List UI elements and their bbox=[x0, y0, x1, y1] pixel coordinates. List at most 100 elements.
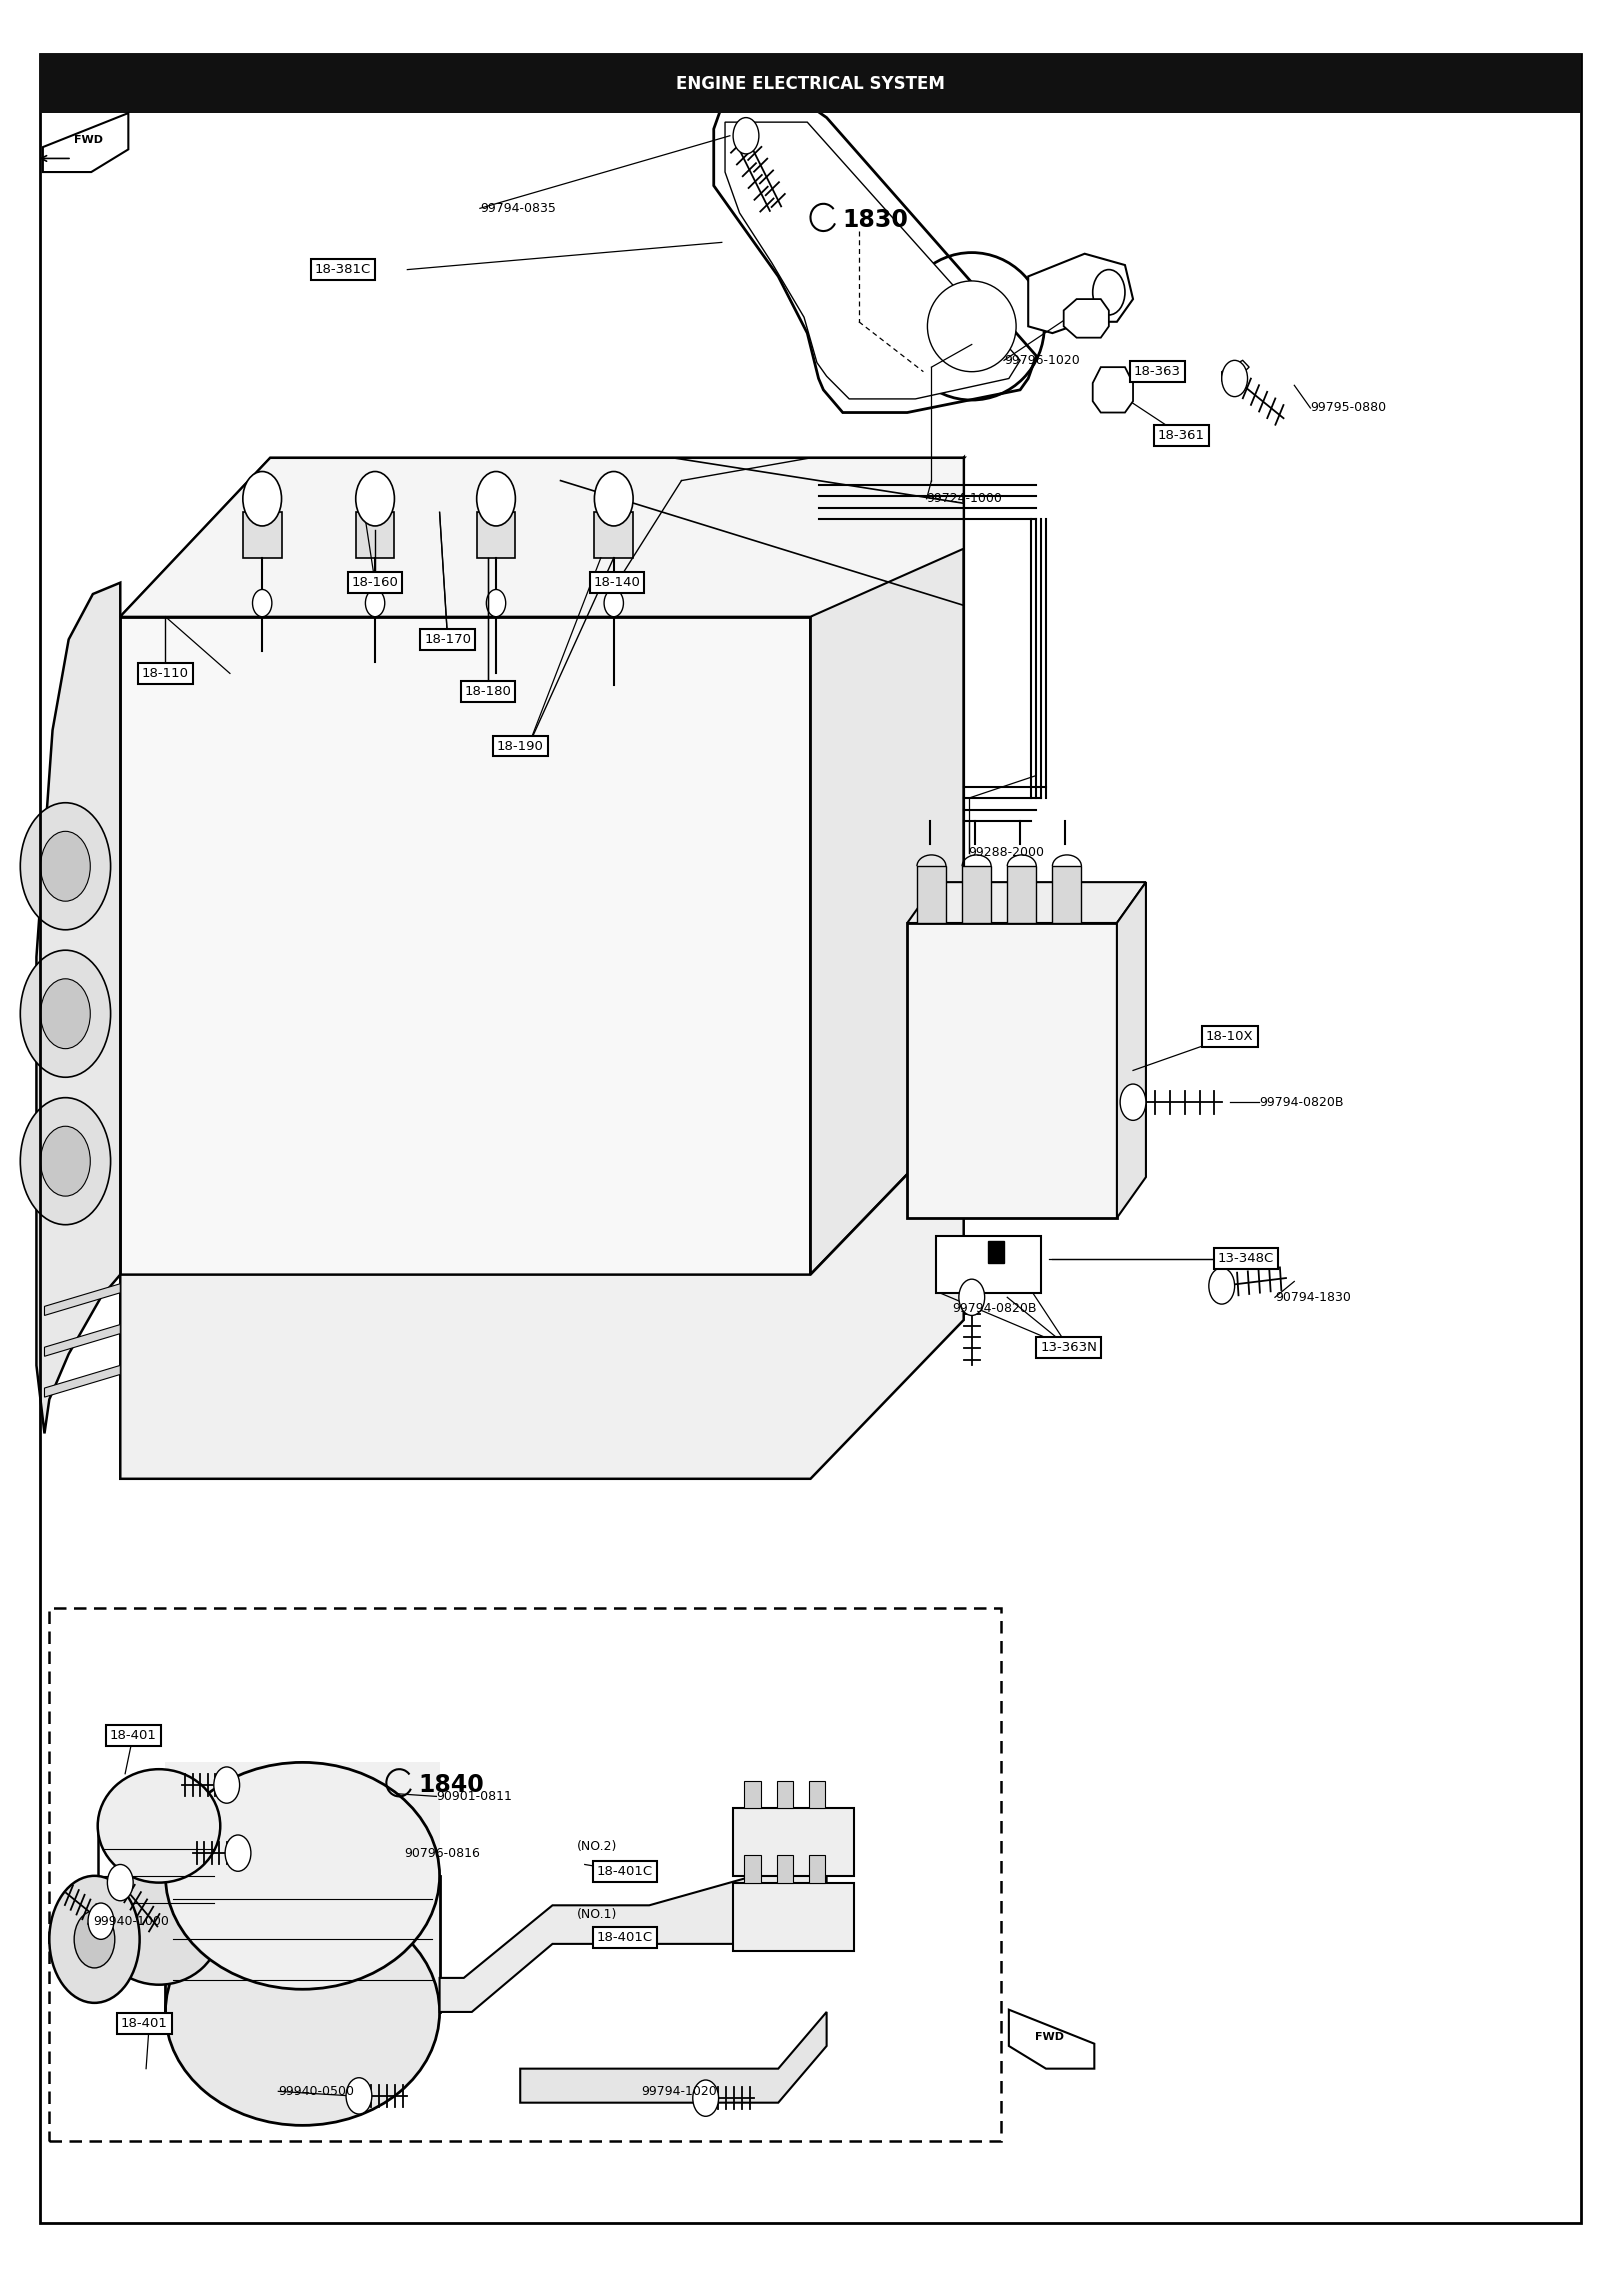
Circle shape bbox=[960, 1280, 984, 1316]
Bar bbox=[987, 1241, 1003, 1264]
Ellipse shape bbox=[97, 1872, 220, 1986]
Bar bbox=[963, 865, 990, 922]
Polygon shape bbox=[520, 2013, 827, 2102]
Bar bbox=[1052, 865, 1081, 922]
Text: 18-381C: 18-381C bbox=[314, 264, 371, 276]
Circle shape bbox=[345, 2077, 371, 2113]
Bar bbox=[243, 512, 282, 558]
Circle shape bbox=[107, 1865, 133, 1901]
Bar bbox=[776, 1856, 793, 1883]
Circle shape bbox=[733, 118, 759, 155]
Bar bbox=[744, 1781, 760, 1808]
Bar bbox=[477, 512, 515, 558]
Text: 18-110: 18-110 bbox=[143, 667, 190, 681]
Circle shape bbox=[605, 590, 624, 617]
Text: 13-363N: 13-363N bbox=[1041, 1341, 1097, 1355]
Bar bbox=[809, 1781, 825, 1808]
Text: ENGINE ELECTRICAL SYSTEM: ENGINE ELECTRICAL SYSTEM bbox=[676, 75, 945, 93]
Circle shape bbox=[225, 1835, 251, 1872]
Circle shape bbox=[486, 590, 506, 617]
Circle shape bbox=[88, 1904, 113, 1940]
Text: 1840: 1840 bbox=[418, 1774, 485, 1797]
Text: FWD: FWD bbox=[73, 134, 102, 146]
Circle shape bbox=[365, 590, 384, 617]
Circle shape bbox=[41, 1127, 91, 1195]
Polygon shape bbox=[1093, 367, 1133, 412]
Text: 99288-2000: 99288-2000 bbox=[968, 847, 1044, 858]
Bar bbox=[744, 1856, 760, 1883]
Bar bbox=[908, 922, 1117, 1218]
Circle shape bbox=[75, 1910, 115, 1967]
Text: 99794-0835: 99794-0835 bbox=[480, 203, 556, 214]
Text: 99724-1000: 99724-1000 bbox=[927, 492, 1002, 505]
Text: 18-363: 18-363 bbox=[1133, 364, 1180, 378]
Bar bbox=[809, 1856, 825, 1883]
Polygon shape bbox=[1063, 298, 1109, 337]
Text: 18-180: 18-180 bbox=[465, 685, 511, 699]
Circle shape bbox=[41, 831, 91, 902]
Text: 90901-0811: 90901-0811 bbox=[436, 1790, 512, 1803]
Text: 18-160: 18-160 bbox=[352, 576, 399, 590]
Text: 99796-1020: 99796-1020 bbox=[1003, 353, 1080, 367]
Text: 1830: 1830 bbox=[843, 207, 909, 232]
Polygon shape bbox=[120, 617, 810, 1275]
Circle shape bbox=[1209, 1268, 1235, 1305]
Text: 18-170: 18-170 bbox=[425, 633, 472, 647]
Bar bbox=[733, 1808, 854, 1876]
Text: 18-401: 18-401 bbox=[110, 1728, 157, 1742]
Polygon shape bbox=[908, 881, 1146, 922]
Circle shape bbox=[1120, 1084, 1146, 1120]
Ellipse shape bbox=[900, 253, 1044, 401]
Bar bbox=[355, 512, 394, 558]
Circle shape bbox=[1093, 269, 1125, 314]
Ellipse shape bbox=[165, 1899, 439, 2124]
Polygon shape bbox=[44, 1366, 120, 1398]
Circle shape bbox=[21, 1098, 110, 1225]
Text: (NO.2): (NO.2) bbox=[577, 1840, 618, 1853]
Circle shape bbox=[49, 1876, 139, 2004]
Text: 99795-0880: 99795-0880 bbox=[1310, 401, 1386, 414]
Circle shape bbox=[21, 950, 110, 1077]
Polygon shape bbox=[1008, 2011, 1094, 2068]
Ellipse shape bbox=[97, 1769, 220, 1883]
Polygon shape bbox=[1222, 360, 1250, 385]
Text: 18-361: 18-361 bbox=[1157, 428, 1204, 442]
Bar bbox=[776, 1781, 793, 1808]
Text: 18-401: 18-401 bbox=[122, 2017, 169, 2029]
Text: 99794-0820B: 99794-0820B bbox=[1260, 1095, 1344, 1109]
Text: 18-401C: 18-401C bbox=[597, 1865, 653, 1879]
Circle shape bbox=[214, 1767, 240, 1803]
Polygon shape bbox=[36, 583, 120, 1435]
Bar bbox=[39, 55, 1582, 114]
Circle shape bbox=[243, 471, 282, 526]
Circle shape bbox=[21, 804, 110, 929]
Polygon shape bbox=[1028, 253, 1133, 332]
Text: 90794-1830: 90794-1830 bbox=[1276, 1291, 1350, 1305]
Bar bbox=[1007, 865, 1036, 922]
Polygon shape bbox=[725, 123, 1020, 398]
Text: 18-190: 18-190 bbox=[496, 740, 543, 751]
Polygon shape bbox=[810, 458, 964, 1275]
Text: 99794-1020: 99794-1020 bbox=[642, 2086, 716, 2097]
Text: 90796-0816: 90796-0816 bbox=[404, 1847, 480, 1860]
Bar bbox=[49, 1608, 1000, 2140]
Bar bbox=[937, 1236, 1041, 1293]
Circle shape bbox=[1222, 360, 1248, 396]
Polygon shape bbox=[120, 1116, 964, 1478]
Text: 99940-0500: 99940-0500 bbox=[279, 2086, 355, 2097]
Circle shape bbox=[41, 979, 91, 1050]
Text: 18-401C: 18-401C bbox=[597, 1931, 653, 1945]
Bar bbox=[733, 1883, 854, 1951]
Circle shape bbox=[355, 471, 394, 526]
Polygon shape bbox=[439, 1869, 827, 2013]
Circle shape bbox=[477, 471, 515, 526]
Circle shape bbox=[253, 590, 272, 617]
Text: 18-140: 18-140 bbox=[593, 576, 640, 590]
Polygon shape bbox=[44, 1325, 120, 1357]
Polygon shape bbox=[120, 458, 964, 617]
Polygon shape bbox=[1117, 881, 1146, 1218]
Text: 18-10X: 18-10X bbox=[1206, 1029, 1253, 1043]
Circle shape bbox=[692, 2079, 718, 2115]
Text: 99794-0820B: 99794-0820B bbox=[953, 1302, 1037, 1316]
Bar bbox=[595, 512, 634, 558]
